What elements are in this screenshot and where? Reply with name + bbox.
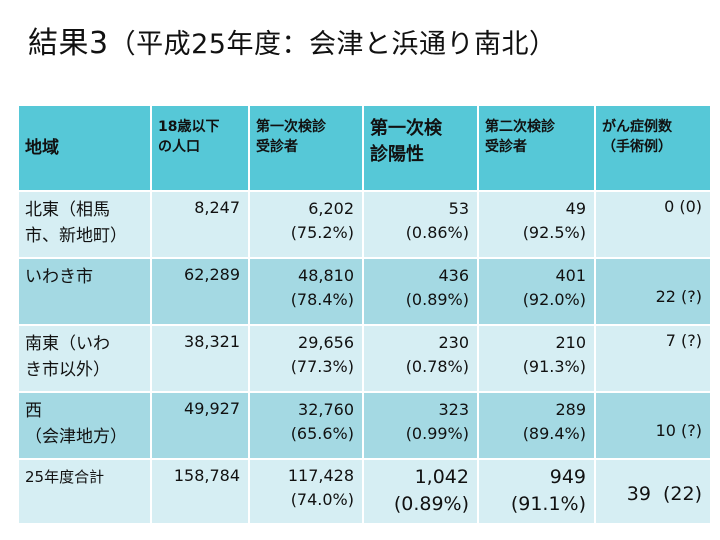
cell-positive: 436 (0.89%) xyxy=(362,257,479,326)
cell-region: いわき市 xyxy=(17,257,152,326)
header-first-exam-examinees: 第一次検診 受診者 xyxy=(248,104,364,192)
cell-population: 158,784 xyxy=(150,458,250,525)
table-row-west-aizu: 西（会津地方） 49,927 32,760 (65.6%) 323 (0.99%) … xyxy=(17,391,712,460)
cell-second-exam: 949 (91.1%) xyxy=(477,458,596,525)
cell-positive: 53 (0.86%) xyxy=(362,190,479,259)
cell-region: 西（会津地方） xyxy=(17,391,152,460)
cell-examinees: 32,760 (65.6%) xyxy=(248,391,364,460)
cell-cancer-cases: 22 (?) xyxy=(594,257,712,326)
cell-population: 62,289 xyxy=(150,257,250,326)
cell-examinees: 6,202 (75.2%) xyxy=(248,190,364,259)
cell-cancer-cases: 10 (?) xyxy=(594,391,712,460)
cell-cancer-cases: 0 (0) xyxy=(594,190,712,259)
cell-population: 38,321 xyxy=(150,324,250,393)
header-row: 地域 18歳以下 の人口 第一次検診 受診者 第一次検 診陽性 第二次検診 受診者 がん… xyxy=(17,104,712,192)
cell-examinees: 48,810 (78.4%) xyxy=(248,257,364,326)
table-row-iwaki: いわき市 62,289 48,810 (78.4%) 436 (0.89%) 401… xyxy=(17,257,712,326)
cell-positive: 1,042 (0.89%) xyxy=(362,458,479,525)
cell-positive: 230 (0.78%) xyxy=(362,324,479,393)
cell-region: 北東（相馬 市、新地町） xyxy=(17,190,152,259)
cell-second-exam: 401 (92.0%) xyxy=(477,257,596,326)
table-row-southeast: 南東（いわ き市以外） 38,321 29,656 (77.3%) 230 (0.78… xyxy=(17,324,712,393)
cell-second-exam: 289 (89.4%) xyxy=(477,391,596,460)
header-cancer-cases: がん症例数 （手術例） xyxy=(594,104,712,192)
cell-population: 8,247 xyxy=(150,190,250,259)
cell-second-exam: 210 (91.3%) xyxy=(477,324,596,393)
table-row-total: 25年度合計 158,784 117,428 (74.0%) 1,042 (0.89… xyxy=(17,458,712,525)
slide-title-sub: （平成25年度：会津と浜通り南北） xyxy=(108,29,557,60)
cell-region: 南東（いわ き市以外） xyxy=(17,324,152,393)
cell-second-exam: 49 (92.5%) xyxy=(477,190,596,259)
header-region: 地域 xyxy=(17,104,152,192)
cell-region: 25年度合計 xyxy=(17,458,152,525)
table-row-northeast: 北東（相馬 市、新地町） 8,247 6,202 (75.2%) 53 (0.86%)… xyxy=(17,190,712,259)
header-second-exam-examinees: 第二次検診 受診者 xyxy=(477,104,596,192)
cell-examinees: 29,656 (77.3%) xyxy=(248,324,364,393)
cell-cancer-cases: 39 (22) xyxy=(594,458,712,525)
results-table: 地域 18歳以下 の人口 第一次検診 受診者 第一次検 診陽性 第二次検診 受診者 がん… xyxy=(17,104,712,525)
cell-positive: 323 (0.99%) xyxy=(362,391,479,460)
header-population: 18歳以下 の人口 xyxy=(150,104,250,192)
cell-examinees: 117,428 (74.0%) xyxy=(248,458,364,525)
slide-title: 結果3（平成25年度：会津と浜通り南北） xyxy=(28,24,556,65)
cell-population: 49,927 xyxy=(150,391,250,460)
cell-cancer-cases: 7 (?) xyxy=(594,324,712,393)
header-first-exam-positive: 第一次検 診陽性 xyxy=(362,104,479,192)
slide-title-main: 結果3 xyxy=(28,26,109,61)
